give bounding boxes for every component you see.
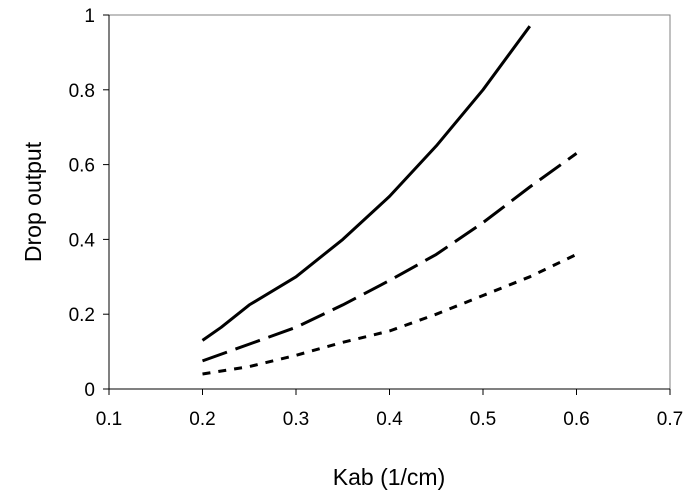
x-tick-label: 0.2 bbox=[189, 409, 215, 430]
x-tick-label: 0.3 bbox=[283, 409, 309, 430]
y-tick-label: 1 bbox=[84, 6, 95, 27]
x-tick-label: 0.1 bbox=[96, 409, 122, 430]
series-line-solid bbox=[201, 25, 532, 342]
plot-area bbox=[108, 14, 671, 390]
y-tick-label: 0.6 bbox=[69, 156, 95, 177]
series-layer bbox=[201, 25, 578, 376]
x-tick-label: 0.5 bbox=[470, 409, 496, 430]
y-tick-label: 0.8 bbox=[69, 81, 95, 102]
x-tick-label: 0.6 bbox=[563, 409, 589, 430]
y-tick-label: 0.2 bbox=[69, 305, 95, 326]
y-axis-title: Drop output bbox=[20, 141, 46, 262]
axes-layer: 0.1 0.2 0.3 0.4 0.5 0.6 0.7 0 0.2 0.4 0.6 0.8 1 bbox=[69, 6, 684, 430]
series-line-long-dash bbox=[201, 152, 578, 363]
y-tick-label: 0 bbox=[84, 380, 95, 401]
series-line-short-dash bbox=[202, 253, 578, 376]
y-tick-label: 0.4 bbox=[69, 230, 96, 251]
x-tick-label: 0.4 bbox=[376, 409, 403, 430]
x-tick-label: 0.7 bbox=[657, 409, 683, 430]
x-axis-title: Kab (1/cm) bbox=[333, 464, 445, 490]
